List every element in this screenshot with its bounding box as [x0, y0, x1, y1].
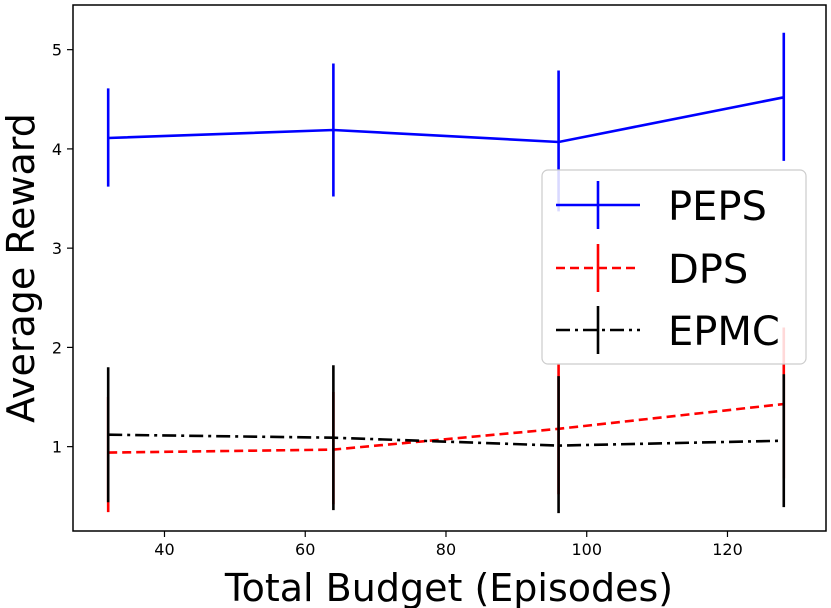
legend-label: EPMC — [668, 309, 780, 355]
legend-label: PEPS — [668, 184, 767, 230]
series-2 — [106, 365, 786, 514]
plot-frame — [72, 4, 827, 532]
x-tick-label: 40 — [154, 540, 174, 559]
y-axis-ticks: 1 2 3 4 5 — [52, 41, 73, 457]
legend-box — [541, 169, 807, 365]
x-axis-title: Total Budget (Episodes) — [224, 566, 673, 608]
y-tick-label: 2 — [52, 338, 62, 357]
x-tick-label: 120 — [712, 540, 743, 559]
x-tick-label: 100 — [571, 540, 602, 559]
y-tick-label: 3 — [52, 239, 62, 258]
series-line — [108, 433, 784, 447]
y-tick-label: 1 — [52, 438, 62, 457]
series-line — [108, 96, 785, 144]
y-axis-title: Average Reward — [0, 113, 43, 423]
legend: PEPS DPS EPMC — [541, 169, 807, 365]
x-tick-label: 60 — [295, 540, 315, 559]
series-layer — [106, 32, 786, 514]
x-axis-ticks: 40 60 80 100 120 — [154, 531, 743, 559]
x-tick-label: 80 — [436, 540, 456, 559]
y-tick-label: 4 — [52, 140, 62, 159]
legend-label: DPS — [668, 247, 748, 293]
y-tick-label: 5 — [52, 41, 62, 60]
series-line — [108, 402, 784, 454]
